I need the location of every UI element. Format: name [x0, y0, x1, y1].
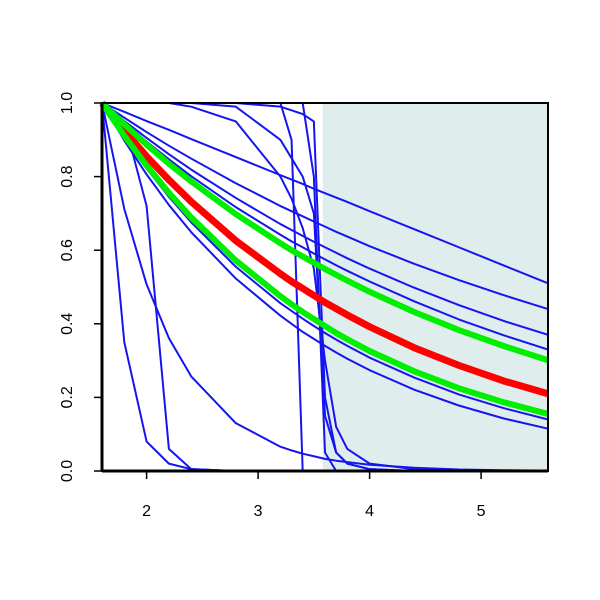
series-line: [99, 100, 549, 398]
x-tick-label: 2: [142, 503, 151, 520]
y-tick-label: 0.4: [59, 313, 76, 335]
x-tick-label: 4: [365, 503, 374, 520]
series-line: [101, 102, 549, 311]
series-line: [101, 102, 549, 430]
y-tick-label: 0.8: [59, 165, 76, 187]
x-tick-label: 3: [254, 503, 263, 520]
series-line: [101, 102, 549, 472]
y-tick-label: 1.0: [59, 92, 76, 114]
x-tick-label: 5: [477, 503, 486, 520]
y-tick-label: 0.6: [59, 239, 76, 261]
series-line: [101, 102, 549, 336]
series-line: [99, 101, 549, 417]
y-tick-label: 0.0: [59, 460, 76, 482]
series-line: [101, 102, 549, 285]
y-tick-label: 0.2: [59, 386, 76, 408]
series-line: [99, 100, 549, 364]
